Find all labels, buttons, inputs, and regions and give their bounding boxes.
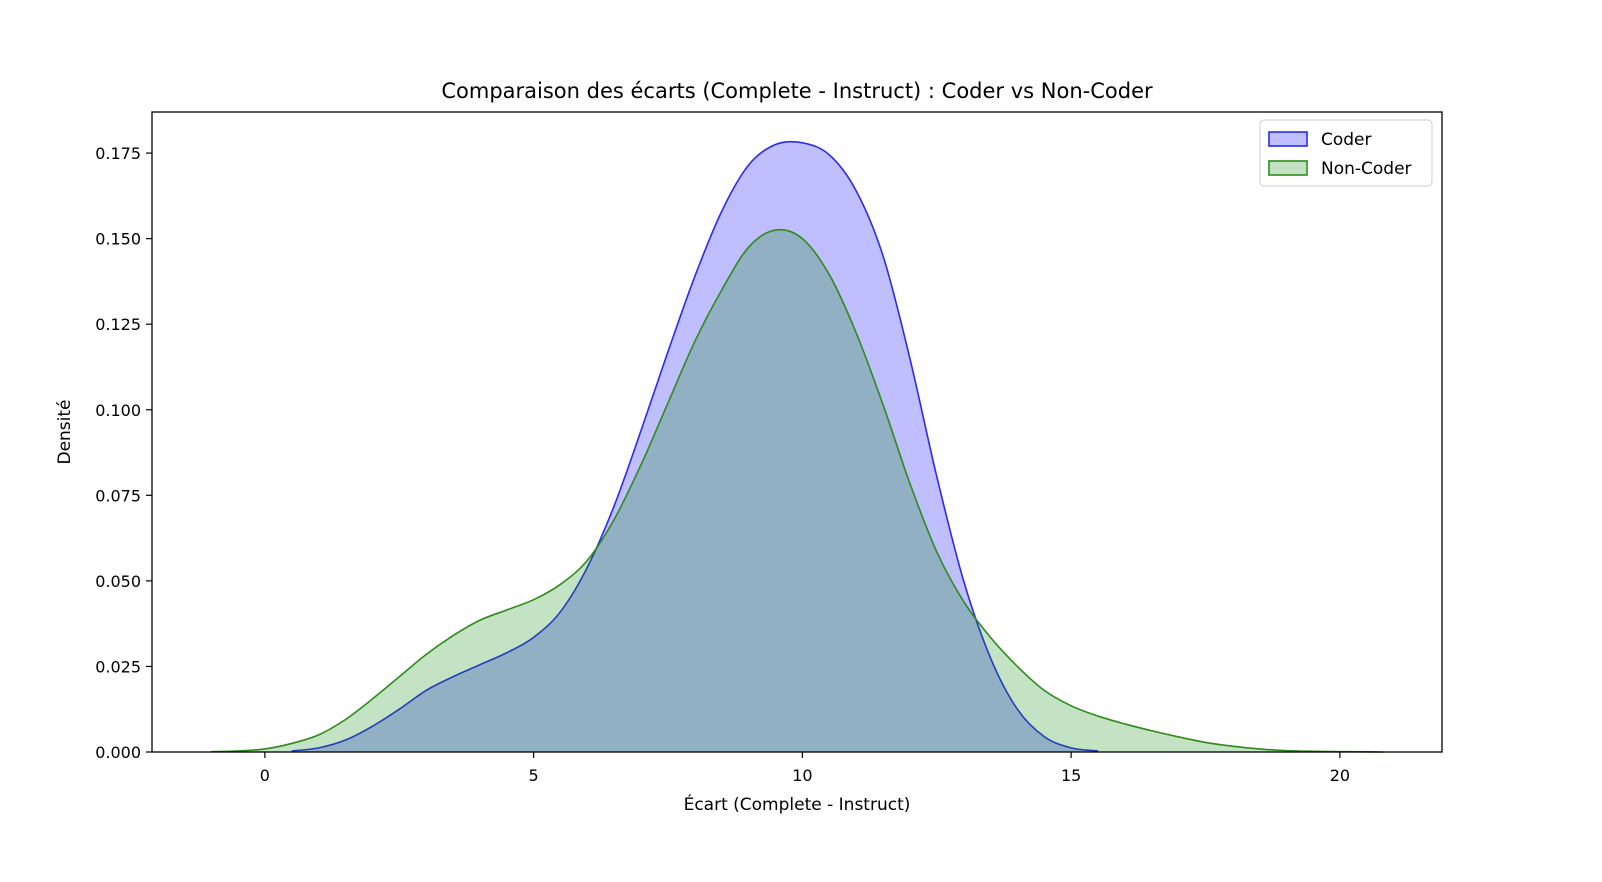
- y-axis-label: Densité: [55, 399, 75, 464]
- legend-swatch-coder: [1268, 131, 1308, 147]
- y-tick-label: 0.025: [95, 657, 141, 676]
- x-tick-label: 0: [260, 766, 270, 785]
- x-axis-label: Écart (Complete - Instruct): [684, 793, 911, 815]
- density-line-non-coder: [211, 228, 1383, 753]
- y-tick-label: 0.000: [95, 743, 141, 762]
- y-tick-label: 0.175: [95, 144, 141, 163]
- chart-title: Comparaison des écarts (Complete - Instr…: [441, 79, 1153, 103]
- x-tick-label: 5: [529, 766, 539, 785]
- x-tick-label: 15: [1061, 766, 1081, 785]
- legend: Coder Non-Coder: [1259, 119, 1433, 187]
- legend-item-coder: Coder: [1268, 130, 1372, 150]
- series-non-coder: [211, 228, 1383, 753]
- density-area-coder: [291, 141, 1098, 753]
- axes-frame: [151, 111, 1443, 753]
- legend-label-coder: Coder: [1321, 130, 1372, 150]
- legend-swatch-non-coder: [1268, 160, 1308, 176]
- y-tick-label: 0.100: [95, 401, 141, 420]
- x-tick-label: 10: [792, 766, 812, 785]
- series-coder: [291, 140, 1099, 753]
- legend-label-non-coder: Non-Coder: [1321, 159, 1412, 179]
- x-tick-label: 20: [1330, 766, 1350, 785]
- y-tick-label: 0.150: [95, 230, 141, 249]
- y-tick-label: 0.050: [95, 572, 141, 591]
- plot-area: [211, 140, 1383, 753]
- x-axis: 0 5 10 15 20: [260, 752, 1350, 785]
- density-area-non-coder: [211, 229, 1383, 753]
- y-axis: 0.000 0.025 0.050 0.075 0.100 0.125 0.150 0.175: [95, 144, 152, 762]
- density-line-coder: [291, 140, 1099, 752]
- legend-box: [1259, 119, 1433, 187]
- legend-item-non-coder: Non-Coder: [1268, 159, 1412, 179]
- y-tick-label: 0.125: [95, 315, 141, 334]
- y-tick-label: 0.075: [95, 486, 141, 505]
